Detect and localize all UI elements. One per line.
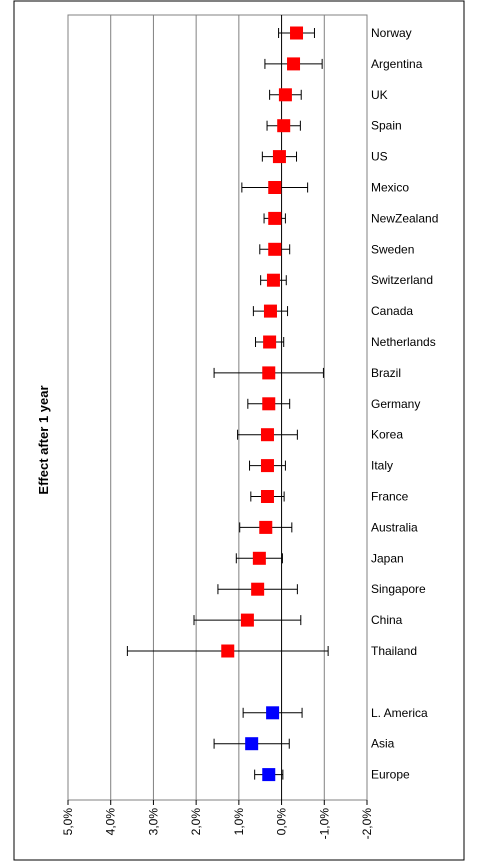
row-label: Mexico	[371, 181, 409, 195]
point	[278, 88, 292, 102]
x-tick-label: 4,0%	[104, 808, 118, 836]
point	[266, 706, 280, 720]
row-label: L. America	[371, 706, 428, 720]
row-label: Asia	[371, 737, 395, 751]
row-label: Italy	[371, 459, 393, 473]
row-label: US	[371, 150, 388, 164]
row-label: Australia	[371, 520, 418, 534]
row-label: France	[371, 490, 409, 504]
x-tick-label: 2,0%	[189, 808, 203, 836]
x-tick-label: 5,0%	[61, 808, 75, 836]
point	[240, 613, 254, 627]
row-label: Switzerland	[371, 273, 433, 287]
row-label: Argentina	[371, 57, 423, 71]
row-label: Singapore	[371, 582, 426, 596]
point	[260, 490, 274, 503]
row-label: NewZealand	[371, 211, 438, 225]
row-label: Sweden	[371, 242, 414, 256]
point	[290, 26, 304, 40]
x-tick-label: 0,0%	[275, 808, 289, 836]
row-label: Japan	[371, 551, 404, 565]
x-tick-label: -1,0%	[317, 808, 331, 840]
point	[263, 304, 277, 318]
point	[260, 428, 274, 442]
x-tick-label: 3,0%	[146, 808, 160, 836]
x-tick-label: 1,0%	[232, 808, 246, 836]
row-label: Canada	[371, 304, 413, 318]
row-label: Thailand	[371, 644, 417, 658]
point	[245, 737, 259, 751]
point	[260, 459, 274, 473]
point	[251, 582, 265, 596]
point	[263, 335, 277, 349]
row-label: Norway	[371, 26, 412, 40]
point	[266, 273, 280, 287]
point	[268, 181, 282, 194]
row-label: UK	[371, 88, 388, 102]
point	[268, 242, 282, 256]
row-label: Europe	[371, 768, 410, 782]
point	[262, 768, 276, 782]
point	[252, 551, 266, 565]
point	[262, 366, 276, 380]
point	[272, 150, 286, 164]
point	[259, 520, 273, 534]
x-tick-label: -2,0%	[360, 808, 374, 840]
row-label: Germany	[371, 397, 420, 411]
row-label: Korea	[371, 428, 403, 442]
point	[221, 644, 235, 658]
point	[262, 397, 276, 411]
y-axis-label: Effect after 1 year	[36, 385, 51, 494]
row-label: Netherlands	[371, 335, 436, 349]
row-label: Spain	[371, 119, 402, 133]
point	[287, 57, 301, 71]
point	[277, 119, 291, 133]
row-label: Brazil	[371, 366, 401, 380]
row-label: China	[371, 613, 403, 627]
point	[268, 211, 282, 225]
